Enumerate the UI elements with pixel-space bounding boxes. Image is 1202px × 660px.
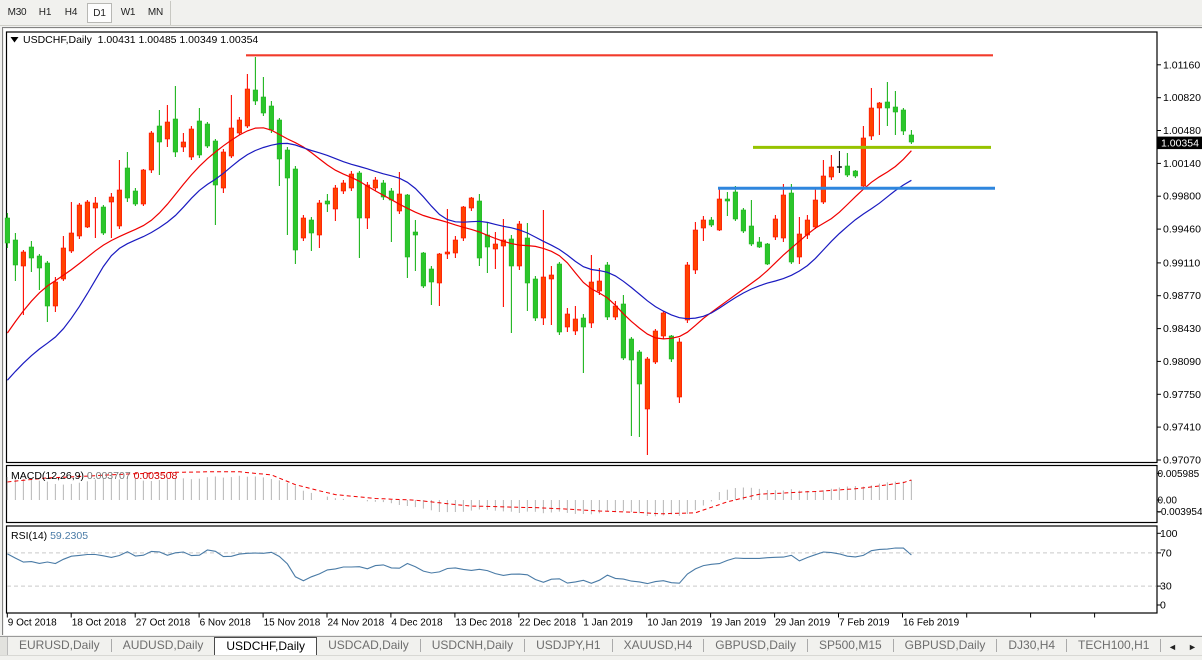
svg-text:1.00354: 1.00354 xyxy=(1161,138,1199,150)
svg-text:19 Jan 2019: 19 Jan 2019 xyxy=(711,618,766,629)
svg-text:0.97750: 0.97750 xyxy=(1163,389,1201,401)
svg-text:0.99800: 0.99800 xyxy=(1163,191,1201,203)
svg-text:70: 70 xyxy=(1160,547,1172,559)
svg-text:13 Dec 2018: 13 Dec 2018 xyxy=(455,618,512,629)
svg-text:16 Feb 2019: 16 Feb 2019 xyxy=(903,618,960,629)
svg-text:15 Nov 2018: 15 Nov 2018 xyxy=(264,618,321,629)
svg-text:-0.003954: -0.003954 xyxy=(1158,507,1202,518)
svg-text:27 Oct 2018: 27 Oct 2018 xyxy=(136,618,191,629)
svg-text:1.00820: 1.00820 xyxy=(1163,92,1201,104)
svg-text:1.00140: 1.00140 xyxy=(1163,158,1201,170)
svg-text:MACD(12,26,9) 0.003707 0.00350: MACD(12,26,9) 0.003707 0.003508 xyxy=(11,470,178,482)
svg-text:10 Jan 2019: 10 Jan 2019 xyxy=(647,618,702,629)
svg-text:0.005985: 0.005985 xyxy=(1158,469,1200,480)
svg-text:1.01160: 1.01160 xyxy=(1163,59,1200,71)
svg-text:0.98770: 0.98770 xyxy=(1163,290,1201,302)
svg-text:6 Nov 2018: 6 Nov 2018 xyxy=(200,618,252,629)
svg-text:22 Dec 2018: 22 Dec 2018 xyxy=(519,618,576,629)
svg-text:0.97070: 0.97070 xyxy=(1163,455,1201,467)
svg-text:0.98090: 0.98090 xyxy=(1163,356,1201,368)
svg-text:7 Feb 2019: 7 Feb 2019 xyxy=(839,618,890,629)
svg-text:0: 0 xyxy=(1160,600,1166,612)
svg-text:4 Dec 2018: 4 Dec 2018 xyxy=(391,618,443,629)
svg-text:RSI(14) 59.2305: RSI(14) 59.2305 xyxy=(11,530,88,542)
svg-text:24 Nov 2018: 24 Nov 2018 xyxy=(328,618,385,629)
svg-text:1 Jan 2019: 1 Jan 2019 xyxy=(583,618,633,629)
svg-text:9 Oct 2018: 9 Oct 2018 xyxy=(8,618,57,629)
svg-text:0.99110: 0.99110 xyxy=(1163,257,1200,269)
svg-text:1.00480: 1.00480 xyxy=(1163,125,1201,137)
svg-text:0.00: 0.00 xyxy=(1158,496,1178,507)
svg-text:0.98430: 0.98430 xyxy=(1163,323,1201,335)
svg-text:0.97410: 0.97410 xyxy=(1163,422,1201,434)
svg-text:29 Jan 2019: 29 Jan 2019 xyxy=(775,618,830,629)
svg-text:USDCHF,Daily 1.00431 1.00485: USDCHF,Daily 1.00431 1.00485 1.00349 1.0… xyxy=(23,34,258,46)
svg-text:18 Oct 2018: 18 Oct 2018 xyxy=(72,618,127,629)
svg-text:30: 30 xyxy=(1160,581,1172,593)
svg-text:0.99460: 0.99460 xyxy=(1163,224,1201,236)
svg-text:100: 100 xyxy=(1160,528,1178,540)
